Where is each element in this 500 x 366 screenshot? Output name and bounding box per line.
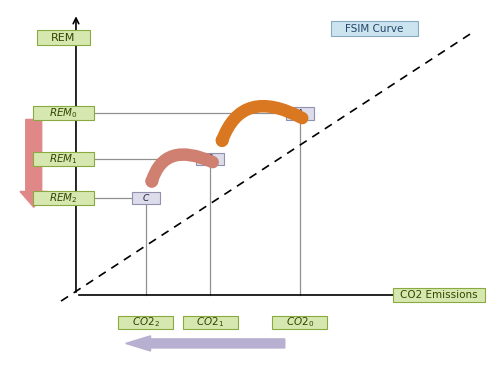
FancyBboxPatch shape [118, 315, 173, 329]
Text: $CO2_0$: $CO2_0$ [286, 315, 314, 329]
Text: B: B [207, 154, 214, 163]
Text: REM: REM [52, 33, 76, 43]
FancyBboxPatch shape [37, 30, 90, 45]
Text: $REM_0$: $REM_0$ [49, 107, 78, 120]
FancyBboxPatch shape [34, 107, 94, 120]
FancyBboxPatch shape [34, 152, 94, 166]
FancyBboxPatch shape [272, 315, 328, 329]
FancyArrowPatch shape [152, 154, 212, 182]
Text: A: A [296, 109, 303, 118]
FancyBboxPatch shape [132, 192, 160, 204]
FancyBboxPatch shape [392, 288, 485, 302]
Text: CO2 Emissions: CO2 Emissions [400, 290, 478, 300]
FancyArrowPatch shape [222, 106, 302, 141]
FancyBboxPatch shape [286, 107, 314, 120]
FancyBboxPatch shape [330, 21, 418, 36]
Text: $REM_1$: $REM_1$ [49, 152, 78, 166]
Text: $REM_2$: $REM_2$ [50, 191, 78, 205]
FancyBboxPatch shape [196, 153, 224, 165]
FancyBboxPatch shape [182, 315, 238, 329]
FancyBboxPatch shape [34, 191, 94, 205]
Text: $CO2_1$: $CO2_1$ [196, 315, 224, 329]
Text: FSIM Curve: FSIM Curve [345, 24, 404, 34]
FancyArrow shape [126, 336, 285, 351]
Text: C: C [142, 194, 148, 203]
FancyArrow shape [20, 119, 48, 207]
Text: $CO2_2$: $CO2_2$ [132, 315, 160, 329]
